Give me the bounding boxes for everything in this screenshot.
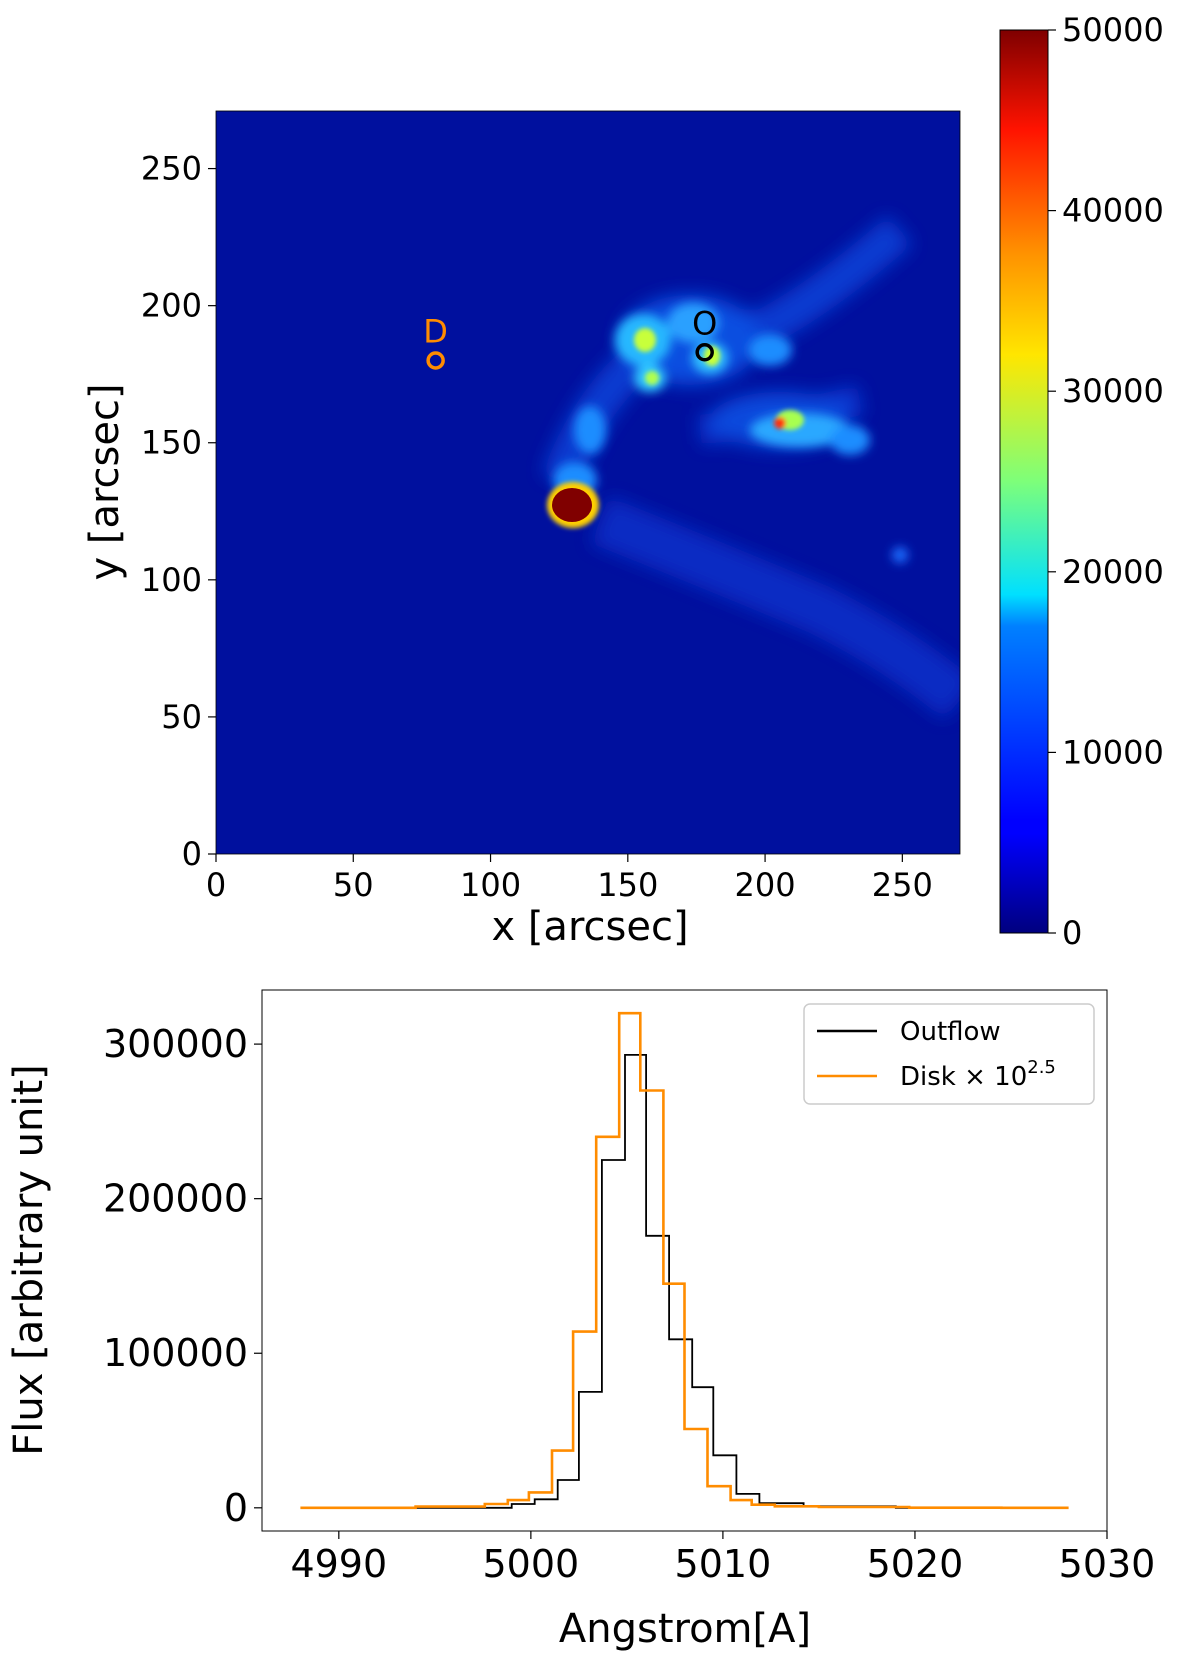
marker-circle-O <box>695 343 714 362</box>
spectrum-series <box>300 1011 1069 1510</box>
spectrum-x-tick-label: 5030 <box>1059 1542 1156 1586</box>
legend-outflow-label: Outflow <box>900 1017 1001 1047</box>
map-y-tick-label: 200 <box>141 287 202 325</box>
spectrum-y-ticks: 0 100000 200000 300000 <box>103 1022 262 1530</box>
colorbar-tick-label: 30000 <box>1062 372 1164 410</box>
map-x-tick-label: 100 <box>460 866 521 904</box>
spectrum-x-tick-label: 5020 <box>867 1542 964 1586</box>
spectrum-y-label: Flux [arbitrary unit] <box>6 1064 52 1456</box>
legend-disk-label: Disk × 102.5 <box>900 1057 1056 1092</box>
legend-box <box>803 1003 1095 1105</box>
spectrum-x-tick-label: 5010 <box>675 1542 772 1586</box>
intensity-map-panel: 0 50 100 150 200 250 0 50 100 150 200 250 x [arcse… <box>82 110 961 950</box>
map-x-tick-label: 200 <box>735 866 796 904</box>
map-y-tick-label: 0 <box>182 835 202 873</box>
map-y-tick-label: 100 <box>141 561 202 599</box>
map-x-tick-label: 250 <box>872 866 933 904</box>
legend: Outflow Disk × 102.5 <box>803 1003 1095 1105</box>
colorbar-tick-label: 20000 <box>1062 553 1164 591</box>
map-y-ticks: 0 50 100 150 200 250 <box>141 150 216 873</box>
disk-spectrum-line <box>300 1011 1069 1510</box>
map-y-label: y [arcsec] <box>82 383 128 580</box>
brightest-knot <box>552 488 592 522</box>
marker-label-O: O <box>692 304 717 342</box>
spectrum-y-tick-label: 300000 <box>103 1022 248 1066</box>
colorbar-tick-label: 10000 <box>1062 733 1164 771</box>
colorbar-gradient <box>999 29 1049 934</box>
spectrum-x-tick-label: 5000 <box>483 1542 580 1586</box>
spectrum-x-label: Angstrom[A] <box>559 1606 811 1652</box>
colorbar: 0 10000 20000 30000 40000 50000 <box>999 11 1164 952</box>
spectrum-y-tick-label: 0 <box>224 1486 248 1530</box>
colorbar-ticks: 0 10000 20000 30000 40000 50000 <box>1048 11 1164 952</box>
marker-label-D: D <box>423 312 448 350</box>
spectrum-y-tick-label: 100000 <box>103 1331 248 1375</box>
map-x-tick-label: 150 <box>597 866 658 904</box>
legend-disk-exponent: 2.5 <box>1027 1057 1056 1078</box>
outflow-spectrum-line <box>348 1054 992 1509</box>
colorbar-tick-label: 50000 <box>1062 11 1164 49</box>
colorbar-tick-label: 0 <box>1062 914 1082 952</box>
colorbar-tick-label: 40000 <box>1062 192 1164 230</box>
map-y-tick-label: 50 <box>161 698 202 736</box>
spectrum-x-ticks: 4990 5000 5010 5020 5030 <box>290 1531 1155 1586</box>
spectrum-panel: 4990 5000 5010 5020 5030 0 100000 200000 300000… <box>6 989 1155 1652</box>
map-y-tick-label: 250 <box>141 150 202 188</box>
map-y-tick-label: 150 <box>141 424 202 462</box>
emission-features <box>542 215 960 720</box>
marker-circle-D <box>426 351 445 370</box>
map-x-tick-label: 50 <box>333 866 374 904</box>
map-x-tick-label: 0 <box>206 866 226 904</box>
map-x-ticks: 0 50 100 150 200 250 <box>206 854 933 904</box>
map-frame <box>215 110 961 855</box>
map-x-label: x [arcsec] <box>491 904 688 950</box>
spectrum-y-tick-label: 200000 <box>103 1177 248 1221</box>
spectrum-x-tick-label: 4990 <box>290 1542 387 1586</box>
